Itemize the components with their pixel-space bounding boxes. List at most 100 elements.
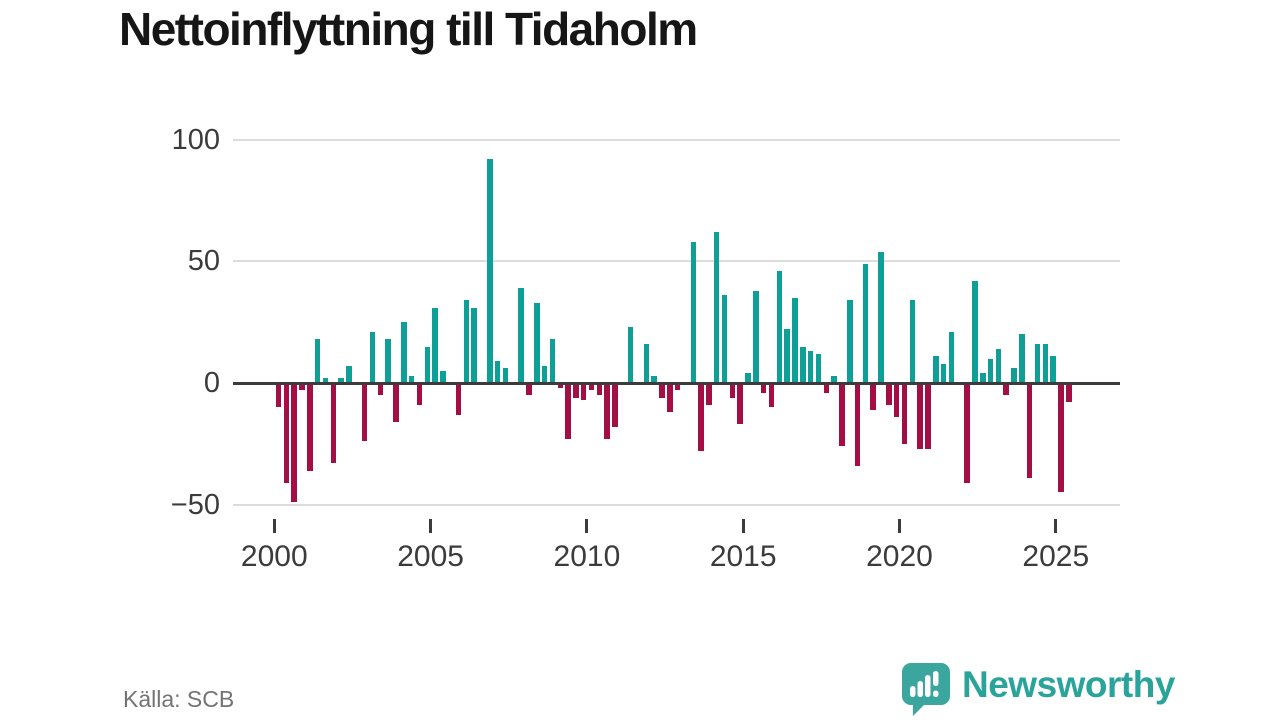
bar (541, 365, 548, 383)
bar (909, 300, 916, 383)
x-axis-tick (741, 519, 745, 533)
bar (768, 383, 775, 408)
bar (299, 383, 305, 391)
bar (729, 383, 736, 398)
bar (854, 383, 861, 466)
bar (972, 280, 978, 383)
bar (1042, 344, 1049, 383)
bar (839, 383, 845, 447)
bar (893, 383, 900, 418)
bar (596, 383, 603, 396)
bar (526, 383, 532, 396)
bar (667, 383, 673, 413)
bar (753, 290, 759, 383)
bar (659, 383, 665, 398)
bar (565, 383, 571, 439)
bar (455, 383, 462, 415)
bar (338, 378, 344, 383)
bar (307, 383, 313, 471)
bar (440, 370, 446, 383)
bar (604, 383, 610, 439)
bar (886, 383, 892, 405)
bar (651, 375, 657, 383)
bar (721, 295, 728, 383)
x-axis-tick (429, 519, 433, 533)
gridline (233, 138, 1120, 141)
bar (823, 383, 830, 393)
bar (933, 356, 939, 383)
bar (502, 368, 509, 383)
bar (424, 346, 430, 383)
bar (964, 383, 970, 483)
bar (760, 383, 767, 393)
bar (1050, 356, 1056, 383)
bar (549, 339, 556, 383)
bar (401, 322, 407, 383)
x-axis-label: 2005 (397, 540, 464, 573)
x-axis-tick (1054, 519, 1058, 533)
bar (847, 300, 853, 383)
bar (1058, 383, 1064, 493)
bar (1003, 383, 1009, 396)
bar (385, 339, 391, 383)
brand-logo: Newsworthy (901, 662, 1175, 716)
x-axis-label: 2010 (553, 540, 621, 573)
bar (792, 297, 798, 383)
bar (940, 363, 947, 383)
bar (275, 383, 282, 408)
bar (283, 383, 290, 483)
bar (948, 331, 955, 383)
y-axis-label: 100 (171, 123, 220, 156)
bar (346, 365, 352, 383)
bar (432, 307, 438, 383)
bar (627, 327, 634, 383)
bar (745, 373, 751, 383)
x-axis-label: 2020 (866, 540, 933, 573)
newsworthy-speech-bubble-bar-chart-icon (902, 663, 950, 716)
bar (1026, 383, 1033, 478)
y-axis-label: −50 (170, 488, 220, 521)
bar (322, 378, 329, 383)
bar (557, 383, 563, 388)
bar (878, 251, 884, 383)
bar (784, 329, 790, 383)
bar (831, 375, 837, 383)
bar (1011, 368, 1017, 383)
bar (494, 361, 501, 383)
y-axis-label: 50 (187, 245, 220, 278)
bar (314, 339, 321, 383)
x-axis-tick (272, 519, 276, 533)
bar (776, 271, 783, 383)
source-label: Källa: SCB (123, 686, 235, 712)
zero-line (233, 381, 1120, 385)
x-axis-tick (898, 519, 901, 533)
bar (870, 383, 876, 410)
bar (698, 383, 704, 452)
bar (361, 383, 368, 442)
bar (901, 383, 908, 444)
y-axis-label: 0 (203, 367, 220, 399)
bar (330, 383, 337, 464)
bar (416, 383, 423, 405)
bar (737, 383, 743, 425)
bar (925, 383, 931, 449)
x-axis-label: 2000 (240, 540, 308, 573)
chart-title: Nettoinflyttning till Tidaholm (119, 3, 698, 55)
bar (369, 331, 376, 383)
x-axis-label: 2015 (709, 540, 777, 573)
bar (690, 241, 697, 383)
bar (588, 383, 595, 391)
bar (1034, 344, 1041, 383)
bar (815, 353, 822, 383)
bar (487, 159, 493, 383)
bar (518, 288, 524, 383)
bar (573, 383, 579, 398)
bar (643, 344, 650, 383)
gridline (233, 503, 1120, 506)
x-axis-label: 2025 (1022, 540, 1090, 573)
brand-wordmark: Newsworthy (962, 664, 1175, 705)
bar (408, 375, 415, 383)
bar (471, 307, 477, 383)
bar (713, 232, 720, 383)
